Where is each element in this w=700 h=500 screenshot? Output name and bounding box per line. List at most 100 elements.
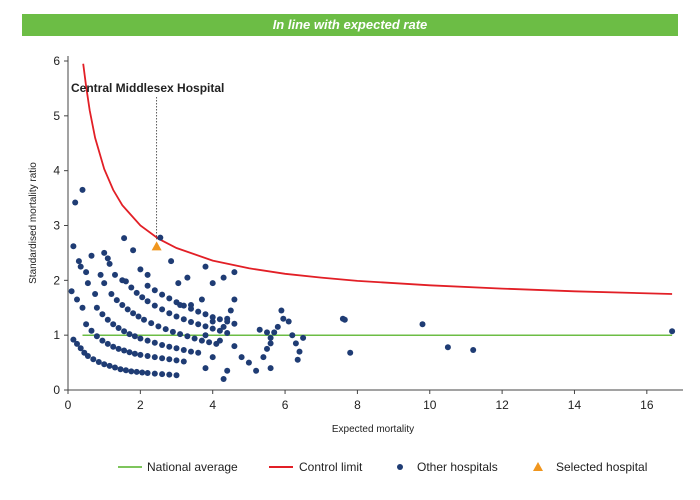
other-hospital-point bbox=[231, 343, 238, 350]
y-tick-label: 6 bbox=[53, 54, 60, 68]
other-hospital-point bbox=[144, 282, 151, 289]
other-hospital-point bbox=[155, 323, 162, 330]
other-hospital-point bbox=[75, 258, 82, 265]
other-hospital-point bbox=[209, 280, 216, 287]
other-hospital-point bbox=[206, 339, 213, 346]
other-hospital-point bbox=[195, 349, 202, 356]
other-hospital-point bbox=[106, 260, 113, 267]
other-hospital-point bbox=[289, 332, 296, 339]
other-hospital-point bbox=[224, 318, 231, 325]
other-hospital-point bbox=[162, 326, 169, 333]
other-hospital-point bbox=[292, 340, 299, 347]
other-hospital-point bbox=[209, 318, 216, 325]
other-hospital-point bbox=[202, 311, 209, 318]
other-hospital-point bbox=[115, 345, 122, 352]
other-hospital-point bbox=[300, 334, 307, 341]
other-hospital-point bbox=[274, 323, 281, 330]
other-hospital-point bbox=[119, 302, 126, 308]
y-axis-title: Standardised mortality ratio bbox=[28, 162, 39, 284]
legend-selected-swatch bbox=[533, 462, 543, 471]
other-hospital-point bbox=[112, 271, 118, 278]
other-hospital-point bbox=[70, 336, 77, 343]
legend-other-swatch bbox=[397, 464, 403, 470]
other-hospital-point bbox=[294, 356, 301, 363]
other-hospital-point bbox=[99, 337, 106, 344]
x-tick-label: 4 bbox=[209, 398, 216, 412]
other-hospital-point bbox=[93, 333, 100, 340]
other-hospital-point bbox=[198, 296, 205, 303]
other-hospital-point bbox=[133, 368, 140, 375]
other-hospital-point bbox=[202, 323, 209, 330]
other-hospital-point bbox=[117, 366, 124, 373]
other-hospital-point bbox=[72, 199, 79, 206]
other-hospital-point bbox=[444, 344, 451, 351]
other-hospital-point bbox=[159, 342, 166, 348]
other-hospital-point bbox=[88, 252, 95, 259]
other-hospital-point bbox=[151, 287, 158, 294]
other-hospital-point bbox=[159, 355, 166, 362]
other-hospital-point bbox=[93, 304, 100, 311]
other-hospital-point bbox=[110, 343, 117, 350]
other-hospital-point bbox=[280, 315, 287, 322]
other-hospital-point bbox=[220, 274, 227, 281]
other-hospital-point bbox=[141, 316, 147, 323]
other-hospital-point bbox=[198, 337, 205, 344]
other-hospital-point bbox=[104, 316, 111, 323]
x-tick-label: 6 bbox=[282, 398, 289, 412]
other-hospital-point bbox=[137, 335, 144, 342]
other-hospital-point bbox=[470, 347, 477, 353]
other-hospital-point bbox=[180, 347, 187, 353]
other-hospital-point bbox=[267, 340, 274, 347]
other-hospital-point bbox=[180, 302, 187, 309]
other-hospital-point bbox=[209, 354, 216, 361]
other-hospital-point bbox=[144, 271, 151, 278]
other-hospital-point bbox=[70, 243, 77, 250]
other-hospital-point bbox=[188, 319, 194, 325]
other-hospital-point bbox=[101, 249, 108, 256]
other-hospital-point bbox=[151, 339, 158, 346]
selected-hospital-marker bbox=[151, 241, 162, 251]
x-tick-label: 16 bbox=[640, 398, 654, 412]
other-hospital-point bbox=[74, 340, 80, 347]
other-hospital-point bbox=[166, 356, 173, 363]
other-hospital-point bbox=[245, 359, 252, 366]
other-hospital-point bbox=[115, 325, 122, 331]
other-hospital-point bbox=[256, 326, 263, 333]
other-hospital-point bbox=[159, 306, 166, 313]
other-hospital-point bbox=[90, 356, 97, 363]
other-hospital-point bbox=[264, 345, 270, 352]
other-hospital-point bbox=[92, 291, 99, 297]
other-hospital-point bbox=[101, 361, 108, 368]
other-hospital-point bbox=[130, 247, 137, 254]
other-hospital-point bbox=[238, 354, 245, 361]
other-hospital-point bbox=[121, 328, 128, 335]
other-hospital-point bbox=[253, 367, 260, 374]
other-hospital-point bbox=[173, 345, 180, 352]
other-hospital-point bbox=[173, 372, 180, 379]
other-hospital-point bbox=[159, 291, 166, 298]
other-hospital-point bbox=[106, 362, 113, 369]
other-hospital-point bbox=[97, 271, 104, 278]
other-hospital-point bbox=[84, 280, 91, 287]
other-hospital-point bbox=[77, 263, 84, 270]
other-hospital-point bbox=[166, 343, 173, 350]
x-tick-label: 10 bbox=[423, 398, 437, 412]
other-hospital-point bbox=[133, 289, 140, 296]
y-tick-label: 4 bbox=[53, 164, 60, 178]
other-hospital-point bbox=[130, 310, 137, 317]
other-hospital-point bbox=[169, 328, 176, 335]
other-hospital-point bbox=[151, 370, 158, 377]
other-hospital-point bbox=[122, 367, 129, 374]
other-hospital-point bbox=[202, 332, 209, 339]
other-hospital-point bbox=[74, 296, 80, 303]
other-hospital-point bbox=[83, 269, 90, 276]
y-tick-label: 0 bbox=[53, 383, 60, 397]
other-hospital-point bbox=[128, 368, 135, 375]
other-hospital-point bbox=[148, 320, 155, 327]
legend-label: Selected hospital bbox=[556, 460, 647, 474]
other-hospital-point bbox=[95, 359, 102, 365]
other-hospital-point bbox=[184, 333, 191, 340]
legend: National average Control limit Other hospi… bbox=[118, 460, 647, 474]
